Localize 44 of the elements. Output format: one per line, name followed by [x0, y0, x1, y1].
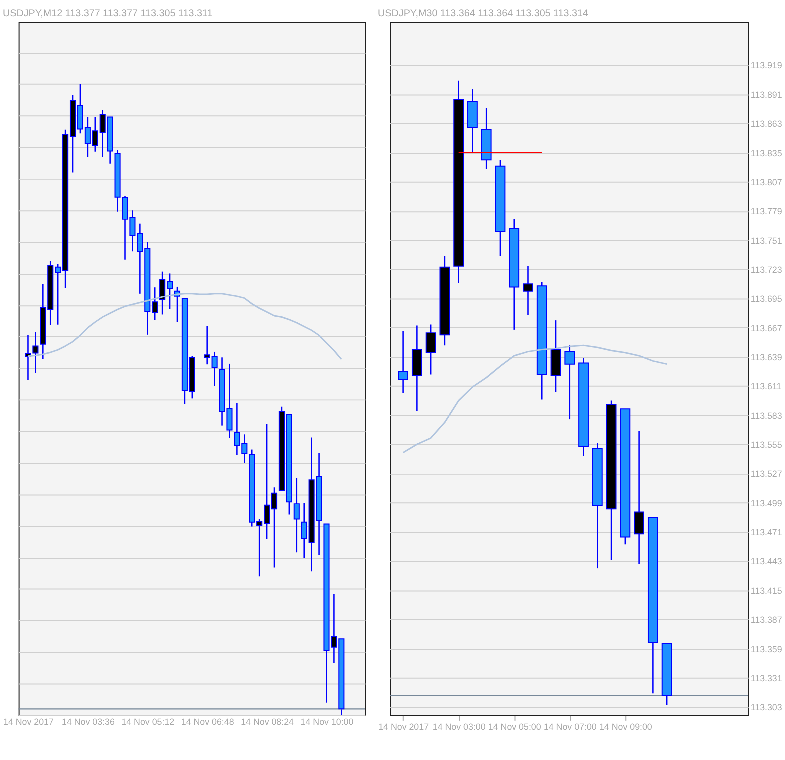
candlestick — [294, 478, 300, 554]
x-tick-label: 14 Nov 03:00 — [432, 722, 486, 732]
y-tick-label: 113.611 — [750, 382, 782, 392]
y-tick-label: 113.387 — [750, 615, 782, 626]
candlestick — [634, 430, 645, 566]
x-tick-label: 14 Nov 06:48 — [181, 716, 234, 727]
candlestick — [426, 324, 436, 376]
y-tick-label: 113.807 — [750, 177, 782, 188]
y-tick-label: 113.527 — [750, 469, 782, 480]
y-tick-label: 113.695 — [750, 294, 782, 304]
chart-title: USDJPY,M12 113.377 113.377 113.305 113.311 — [2, 8, 214, 20]
candlestick — [32, 332, 39, 374]
y-tick-label: 113.919 — [750, 60, 782, 71]
y-tick-label: 113.779 — [750, 206, 782, 217]
x-tick-label: 14 Nov 08:24 — [241, 716, 294, 727]
y-tick-label: 113.303 — [750, 702, 782, 713]
x-tick-label: 14 Nov 10:00 — [300, 716, 354, 727]
y-tick-label: 113.863 — [750, 119, 782, 130]
candlestick — [398, 330, 409, 394]
y-tick-label: 113.359 — [750, 644, 782, 654]
y-tick-label: 113.639 — [750, 352, 782, 362]
y-tick-label: 113.891 — [750, 90, 782, 100]
x-tick-label: 14 Nov 2017 — [4, 716, 54, 727]
x-tick-label: 14 Nov 09:00 — [599, 722, 652, 732]
y-tick-label: 113.471 — [750, 528, 782, 538]
y-tick-label: 113.667 — [750, 323, 782, 334]
y-tick-label: 113.443 — [750, 556, 782, 567]
x-tick-label: 14 Nov 2017 — [378, 722, 430, 732]
candlestick — [523, 266, 534, 316]
y-tick-label: 113.555 — [750, 440, 782, 450]
y-tick-label: 113.751 — [750, 236, 782, 246]
y-tick-label: 113.331 — [750, 673, 782, 684]
chart-title: USDJPY,M30 113.364 113.364 113.305 113.314 — [378, 8, 590, 20]
x-tick-label: 14 Nov 07:00 — [544, 722, 597, 732]
y-tick-label: 113.583 — [750, 410, 782, 421]
line-series — [402, 344, 668, 454]
candlestick — [564, 344, 576, 420]
x-tick-label: 14 Nov 05:12 — [122, 716, 175, 727]
x-tick-label: 14 Nov 03:36 — [62, 716, 115, 727]
x-tick-label: 14 Nov 05:00 — [488, 722, 542, 732]
y-tick-label: 113.499 — [750, 498, 782, 508]
y-tick-label: 113.415 — [750, 586, 782, 596]
y-tick-label: 113.835 — [750, 148, 782, 158]
y-tick-label: 113.723 — [750, 264, 782, 275]
